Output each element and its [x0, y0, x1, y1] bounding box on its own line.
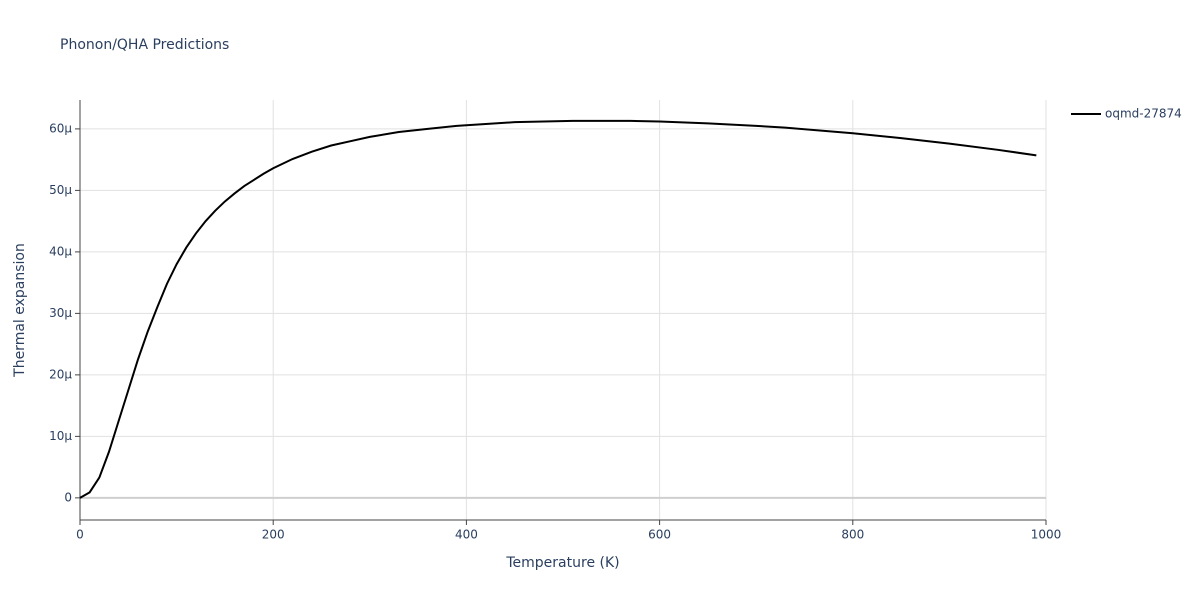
x-axis-title: Temperature (K) — [505, 555, 619, 571]
x-tick-label: 1000 — [1031, 528, 1062, 542]
y-tick-label: 20µ — [49, 367, 72, 381]
y-tick-label: 0 — [64, 490, 72, 504]
y-tick-label: 10µ — [49, 429, 72, 443]
legend-label: oqmd-27874 — [1105, 107, 1182, 121]
x-tick-label: 800 — [841, 528, 864, 542]
y-tick-label: 60µ — [49, 121, 72, 135]
x-tick-label: 0 — [76, 528, 84, 542]
y-tick-label: 40µ — [49, 244, 72, 258]
chart-title: Phonon/QHA Predictions — [60, 37, 229, 53]
y-tick-label: 30µ — [49, 306, 72, 320]
y-axis-title: Thermal expansion — [12, 243, 28, 378]
x-tick-label: 400 — [455, 528, 478, 542]
x-tick-label: 200 — [262, 528, 285, 542]
x-tick-label: 600 — [648, 528, 671, 542]
series-line — [79, 119, 1037, 499]
y-tick-label: 50µ — [49, 183, 72, 197]
